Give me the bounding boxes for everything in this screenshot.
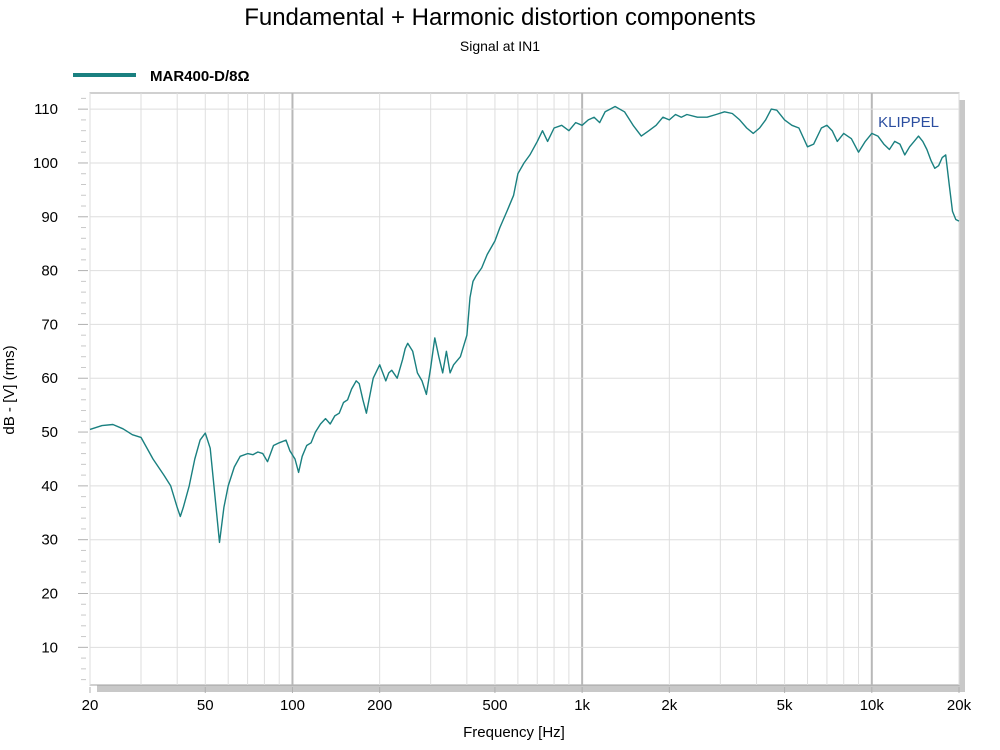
y-tick-label: 60 <box>41 370 58 387</box>
y-axis-ticks: 10 20 30 40 50 60 70 80 90 100 110 <box>33 97 88 681</box>
grid <box>89 93 960 685</box>
x-tick-label: 50 <box>197 697 214 714</box>
y-tick-label: 30 <box>41 532 58 549</box>
x-tick-label: 20k <box>947 697 972 714</box>
y-axis-label: dB - [V] (rms) <box>1 345 18 434</box>
y-tick-label: 70 <box>41 316 58 333</box>
x-tick-label: 2k <box>661 697 677 714</box>
x-tick-label: 100 <box>280 697 305 714</box>
x-tick-label: 500 <box>482 697 507 714</box>
y-tick-label: 50 <box>41 424 58 441</box>
y-tick-label: 110 <box>34 101 58 118</box>
x-tick-label: 5k <box>777 697 793 714</box>
x-axis-ticks: 20 50 100 200 500 1k 2k 5k 10k 20k <box>82 687 972 714</box>
y-tick-label: 90 <box>41 209 58 226</box>
x-tick-label: 10k <box>860 697 885 714</box>
legend: MAR400-D/8Ω <box>73 68 250 85</box>
y-tick-label: 40 <box>41 478 58 495</box>
chart-subtitle: Signal at IN1 <box>460 38 540 54</box>
x-axis-label: Frequency [Hz] <box>463 724 565 741</box>
x-tick-label: 200 <box>367 697 392 714</box>
klippel-watermark: KLIPPEL <box>878 114 939 131</box>
plot-area <box>89 92 960 686</box>
y-tick-label: 100 <box>33 155 58 172</box>
chart-title: Fundamental + Harmonic distortion compon… <box>244 4 756 31</box>
y-tick-label: 10 <box>41 639 58 656</box>
series-line <box>89 105 960 544</box>
x-tick-label: 1k <box>574 697 590 714</box>
x-tick-label: 20 <box>82 697 99 714</box>
legend-label: MAR400-D/8Ω <box>150 68 250 85</box>
y-tick-label: 20 <box>41 586 58 603</box>
y-tick-label: 80 <box>41 263 58 280</box>
